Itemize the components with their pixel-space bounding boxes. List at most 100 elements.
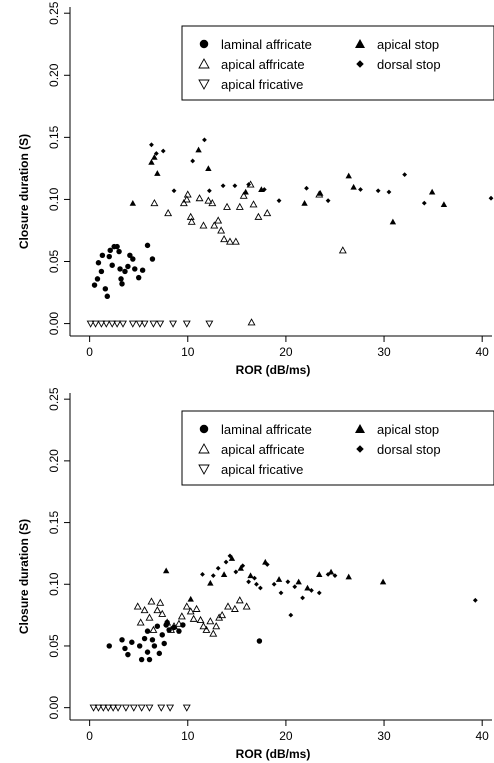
- data-point: [154, 623, 161, 629]
- data-point: [246, 579, 252, 585]
- data-point: [208, 199, 217, 207]
- data-point: [276, 198, 282, 204]
- data-point: [156, 598, 165, 606]
- legend: laminal affricate apical stop apical affri…: [181, 410, 494, 486]
- data-point: [98, 268, 105, 275]
- x-tick-label: 0: [86, 729, 93, 743]
- data-point: [113, 320, 122, 328]
- data-point: [239, 191, 248, 199]
- data-point: [176, 628, 182, 634]
- data-point: [232, 183, 238, 189]
- data-point: [242, 602, 251, 610]
- data-point: [109, 262, 115, 268]
- legend-marker: [355, 39, 365, 48]
- data-point: [389, 218, 397, 225]
- legend-marker: [356, 445, 364, 453]
- data-point: [207, 579, 214, 586]
- data-point: [190, 158, 196, 164]
- data-point: [149, 256, 156, 262]
- data-point: [106, 253, 112, 260]
- data-point: [301, 199, 308, 206]
- data-point: [488, 195, 494, 201]
- data-point: [145, 613, 154, 621]
- data-point: [163, 618, 172, 626]
- data-point: [257, 585, 263, 591]
- data-point: [345, 172, 352, 179]
- data-point: [116, 248, 122, 255]
- y-tick-label: 0.05: [47, 634, 61, 658]
- data-point: [95, 260, 102, 266]
- data-point: [162, 567, 170, 574]
- data-point: [94, 276, 101, 282]
- data-point: [240, 563, 246, 569]
- series-dorsal-stop: [200, 553, 478, 618]
- data-point: [151, 643, 158, 649]
- data-point: [237, 565, 244, 571]
- data-point: [220, 571, 228, 577]
- data-point: [202, 625, 211, 633]
- data-point: [206, 617, 215, 625]
- data-point: [206, 188, 212, 194]
- data-point: [254, 581, 259, 587]
- data-point: [117, 266, 123, 272]
- data-point: [189, 614, 198, 622]
- legend-label: laminal affricate: [221, 37, 312, 52]
- data-point: [109, 704, 118, 712]
- series-apical-affricate: [150, 180, 347, 326]
- data-point: [358, 187, 363, 192]
- series-laminal-affricate: [106, 619, 263, 663]
- y-tick-label: 0.20: [47, 449, 61, 473]
- data-point: [129, 704, 138, 712]
- data-point: [153, 151, 159, 156]
- data-point: [129, 639, 135, 645]
- data-point: [144, 649, 151, 655]
- data-point: [205, 320, 214, 328]
- data-point: [139, 267, 146, 273]
- data-point: [256, 638, 263, 644]
- data-point: [223, 202, 231, 210]
- data-point: [154, 170, 161, 176]
- data-point: [156, 650, 163, 657]
- scatter-chart-bottom: 0.00 0.05 0.10 0.15 0.20 0.25 0 10 20 30 40 ROR (dB…: [17, 387, 494, 761]
- data-point: [186, 607, 195, 615]
- data-point: [147, 597, 156, 605]
- x-axis-title: ROR (dB/ms): [236, 747, 311, 761]
- data-point: [146, 656, 153, 663]
- legend: laminal affricate apical stop apical affri…: [181, 25, 494, 101]
- data-point: [220, 183, 226, 189]
- data-point: [226, 237, 234, 245]
- data-point: [210, 573, 216, 579]
- data-point: [102, 320, 111, 328]
- data-point: [136, 618, 145, 626]
- data-point: [104, 293, 111, 299]
- data-points: [86, 137, 494, 328]
- data-point: [212, 622, 221, 630]
- data-point: [327, 568, 335, 575]
- x-tick-label: 10: [181, 345, 195, 359]
- legend-label: apical stop: [377, 422, 439, 437]
- data-point: [199, 221, 208, 229]
- legend-marker: [356, 60, 364, 68]
- data-point: [386, 189, 392, 195]
- data-point: [144, 628, 151, 634]
- data-point: [107, 247, 113, 254]
- x-tick-label: 30: [377, 345, 391, 359]
- data-point: [316, 571, 323, 577]
- x-tick-label: 30: [377, 729, 391, 743]
- data-point: [254, 212, 263, 220]
- data-point: [128, 320, 137, 328]
- data-point: [183, 190, 192, 198]
- y-axis-title: Closure duration (S): [17, 134, 31, 249]
- data-point: [187, 217, 196, 225]
- x-axis-title: ROR (dB/ms): [236, 363, 311, 377]
- data-point: [140, 320, 149, 328]
- y-tick-label: 0.05: [47, 250, 61, 274]
- data-point: [145, 704, 154, 712]
- data-point: [119, 637, 125, 643]
- data-point: [187, 595, 194, 602]
- data-point: [304, 185, 309, 191]
- legend-marker: [355, 424, 365, 433]
- axes: 0.00 0.05 0.10 0.15 0.20 0.25 0 10 20 30 40: [47, 1, 492, 359]
- data-point: [195, 194, 204, 202]
